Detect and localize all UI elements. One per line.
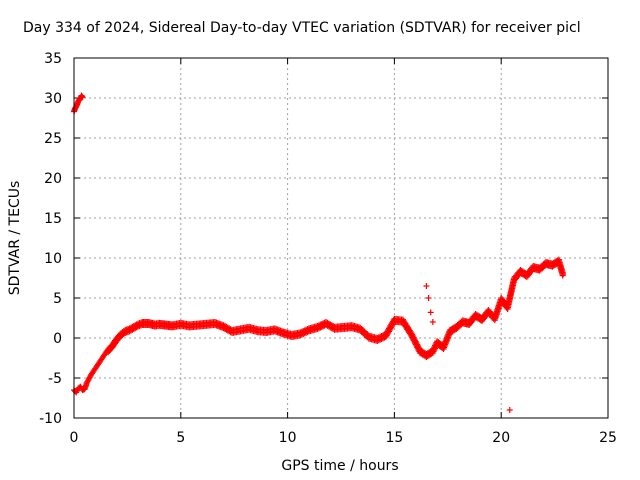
axis-ticks <box>73 57 609 419</box>
data-point <box>506 407 513 413</box>
x-tick-label: 20 <box>492 430 510 446</box>
y-tick-label: 20 <box>44 171 62 187</box>
y-tick-label: 10 <box>44 251 62 267</box>
x-tick-label: 5 <box>176 430 185 446</box>
data-point <box>79 94 86 101</box>
grid <box>74 58 608 418</box>
data-point <box>427 309 434 316</box>
x-tick-label: 15 <box>385 430 403 446</box>
y-axis-title: SDTVAR / TECUs <box>7 181 23 296</box>
data-point <box>423 283 430 289</box>
x-tick-label: 10 <box>279 430 297 446</box>
plot-frame <box>73 57 609 419</box>
x-axis-title: GPS time / hours <box>281 458 398 474</box>
data-points <box>71 92 567 413</box>
y-tick-label: 5 <box>53 291 62 307</box>
data-point <box>560 271 567 277</box>
x-tick-label: 25 <box>599 430 617 446</box>
data-point <box>429 319 436 325</box>
tick-labels: 0 5 10 15 20 25 -10 -5 0 5 10 15 20 25 30 35 <box>39 51 617 446</box>
chart-title: Day 334 of 2024, Sidereal Day-to-day VTE… <box>23 20 581 36</box>
x-tick-label: 0 <box>70 430 79 446</box>
y-tick-label: 0 <box>53 331 62 347</box>
data-point <box>425 295 432 301</box>
y-tick-label: 25 <box>44 131 62 147</box>
y-tick-label: -10 <box>39 411 62 427</box>
y-tick-label: -5 <box>48 371 62 387</box>
y-tick-label: 30 <box>44 91 62 107</box>
y-tick-label: 15 <box>44 211 62 227</box>
y-tick-label: 35 <box>44 51 62 67</box>
